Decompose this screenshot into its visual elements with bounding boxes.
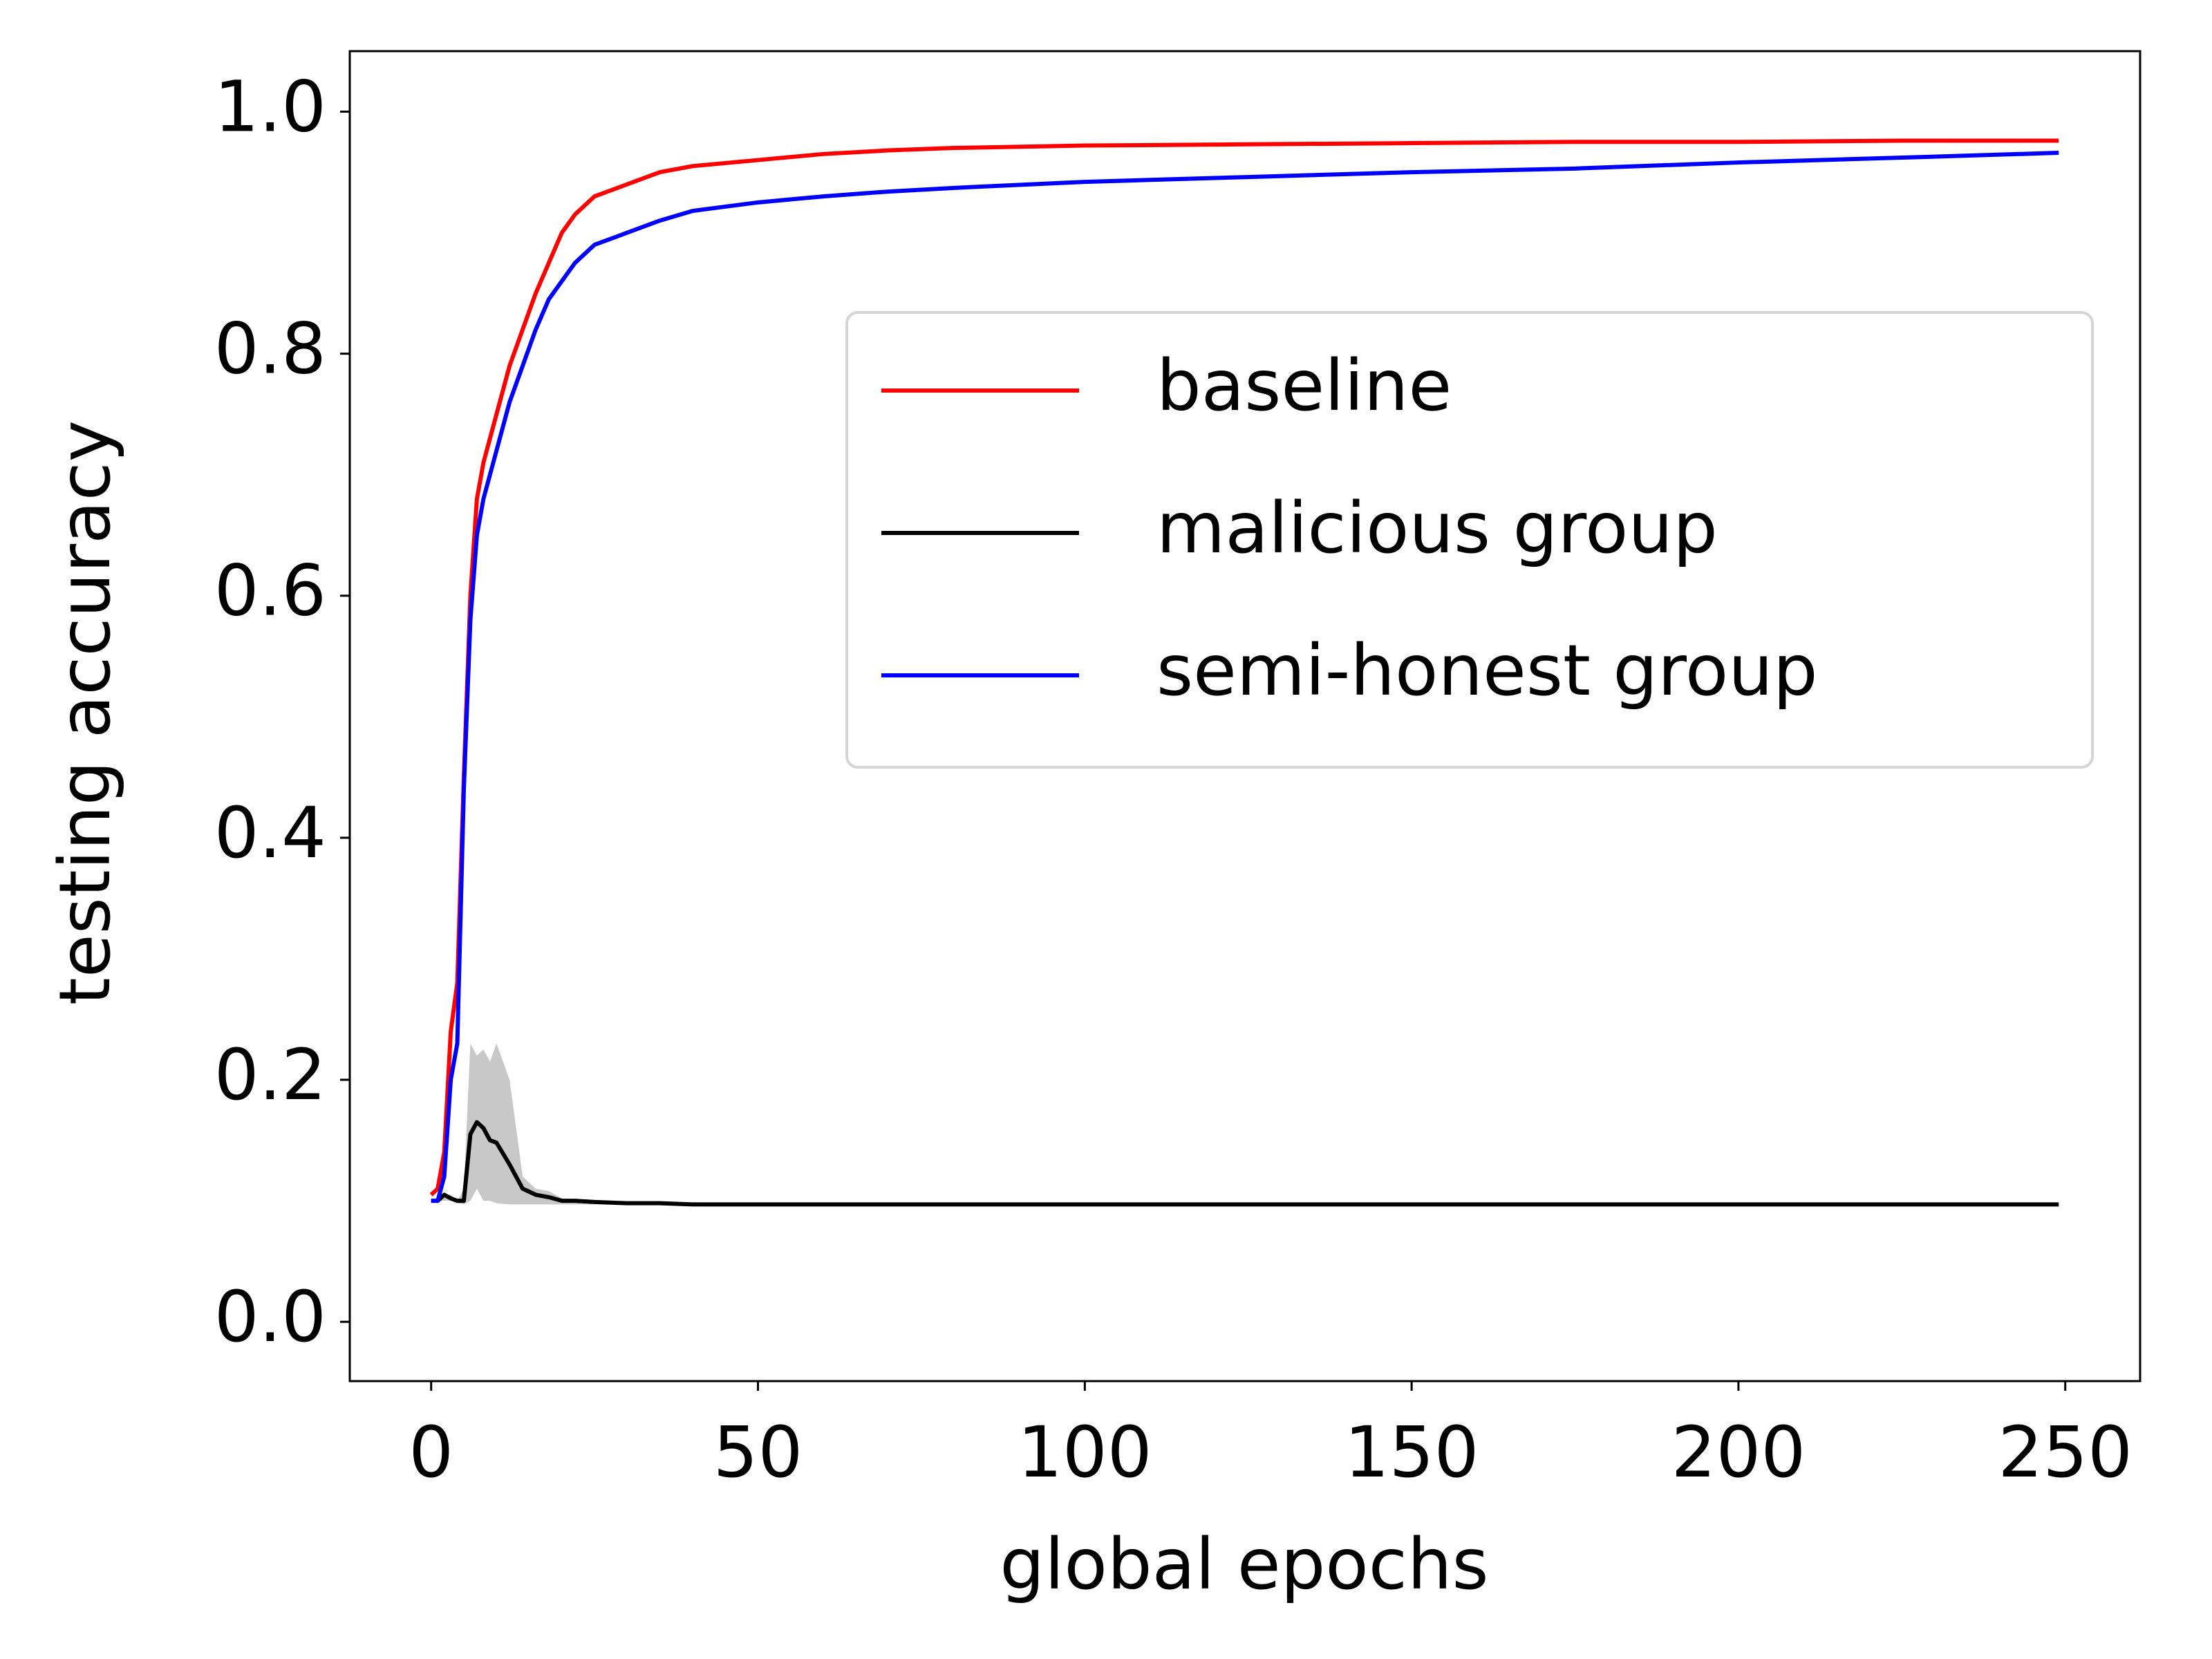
y-tick-label: 0.0 (214, 1276, 326, 1358)
y-tick-label: 0.6 (214, 550, 326, 632)
data-line (431, 1120, 2059, 1207)
error-band (431, 1043, 2059, 1205)
y-axis-label: testing accuracy (44, 420, 126, 1005)
x-tick-label: 100 (1018, 1412, 1152, 1494)
legend-label: malicious group (1156, 487, 1718, 570)
x-tick-label: 150 (1344, 1412, 1479, 1494)
legend-box (845, 311, 2094, 769)
x-tick-label: 50 (713, 1412, 803, 1494)
x-tick-label: 0 (409, 1412, 453, 1494)
y-tick-label: 0.8 (214, 308, 326, 390)
y-tick-label: 0.4 (214, 792, 326, 874)
x-tick-label: 200 (1671, 1412, 1806, 1494)
x-axis-label: global epochs (1000, 1524, 1488, 1606)
legend-label: baseline (1156, 345, 1452, 427)
plot-frame (348, 50, 2141, 1382)
y-tick-label: 0.2 (214, 1034, 326, 1116)
x-tick-label: 250 (1998, 1412, 2133, 1494)
data-line (431, 151, 2059, 1203)
legend-label: semi-honest group (1156, 630, 1818, 712)
y-tick-label: 1.0 (214, 66, 326, 148)
